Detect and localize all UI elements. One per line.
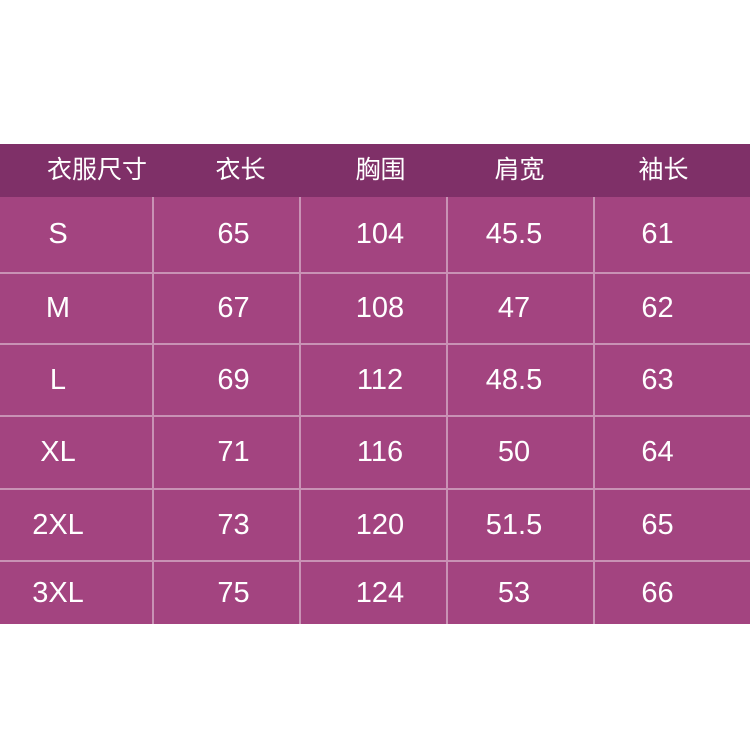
cell-sleeve: 65 [593, 490, 750, 560]
cell-chest: 108 [299, 274, 446, 343]
cell-size: XL [40, 436, 76, 468]
cell-chest: 124 [299, 562, 446, 624]
header-cell-length: 衣长 [215, 156, 266, 184]
header-cell-chest: 胸围 [355, 156, 406, 184]
table-row-xl: XL 71 116 50 64 [0, 415, 750, 488]
cell-length: 75 [152, 562, 299, 624]
cell-chest: 116 [299, 417, 446, 488]
cell-chest: 112 [299, 345, 446, 415]
cell-shoulder: 47 [446, 274, 593, 343]
table-row-s: S 65 104 45.5 61 [0, 197, 750, 272]
cell-length: 67 [152, 274, 299, 343]
size-chart-table: 衣服尺寸 衣长 胸围 肩宽 袖长 S 65 104 45.5 61 M 67 1… [0, 144, 750, 624]
cell-chest: 104 [299, 197, 446, 272]
table-row-m: M 67 108 47 62 [0, 272, 750, 343]
cell-shoulder: 51.5 [446, 490, 593, 560]
size-chart-header-row: 衣服尺寸 衣长 胸围 肩宽 袖长 [0, 144, 750, 197]
cell-sleeve: 63 [593, 345, 750, 415]
cell-sleeve: 61 [593, 197, 750, 272]
cell-length: 69 [152, 345, 299, 415]
cell-sleeve: 64 [593, 417, 750, 488]
cell-shoulder: 45.5 [446, 197, 593, 272]
header-cell-size: 衣服尺寸 [46, 156, 147, 184]
cell-shoulder: 50 [446, 417, 593, 488]
table-row-3xl: 3XL 75 124 53 66 [0, 560, 750, 624]
cell-sleeve: 62 [593, 274, 750, 343]
header-cell-shoulder: 肩宽 [494, 156, 545, 184]
cell-size: L [49, 363, 67, 396]
cell-sleeve: 66 [593, 562, 750, 624]
cell-length: 73 [152, 490, 299, 560]
header-cell-sleeve: 袖长 [638, 156, 689, 184]
cell-shoulder: 48.5 [446, 345, 593, 415]
table-row-2xl: 2XL 73 120 51.5 65 [0, 488, 750, 560]
cell-size: M [45, 292, 71, 324]
cell-shoulder: 53 [446, 562, 593, 624]
cell-chest: 120 [299, 490, 446, 560]
table-row-l: L 69 112 48.5 63 [0, 343, 750, 415]
cell-size: 2XL [32, 508, 84, 541]
cell-length: 65 [152, 197, 299, 272]
cell-size: S [48, 218, 68, 250]
cell-size: 3XL [32, 576, 84, 609]
cell-length: 71 [152, 417, 299, 488]
